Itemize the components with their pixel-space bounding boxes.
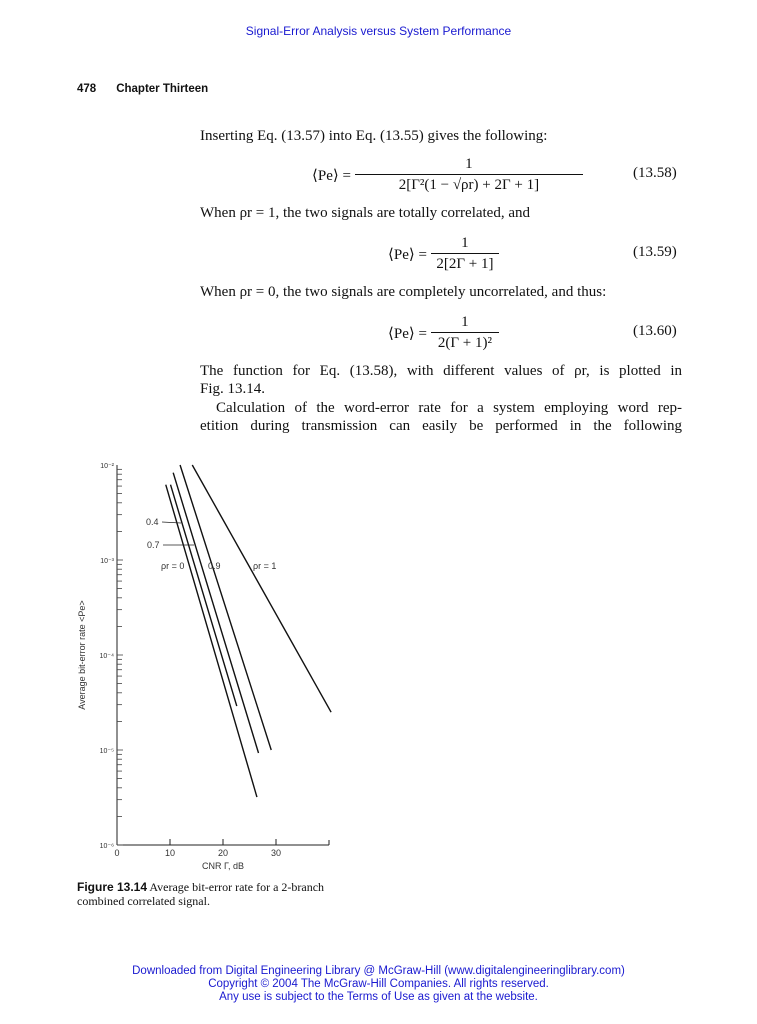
x-tick-label: 0 [114,848,119,858]
paragraph: When ρr = 0, the two signals are complet… [200,284,607,300]
chapter-title: Chapter Thirteen [116,83,209,95]
equation-number: (13.58) [633,165,677,181]
series-label-0.4: 0.4 [146,517,159,527]
y-tick-label: 10⁻⁶ [100,843,114,850]
footer-terms[interactable]: Any use is subject to the Terms of Use a… [219,991,538,1003]
series-label-1: ρr = 1 [253,561,276,571]
eq-numerator: 1 [430,235,499,254]
equation-13-58: ⟨Pe⟩ = 1 2[Γ²(1 − √ρr) + 2Γ + 1] [312,156,583,194]
caption-label: Figure 13.14 [77,880,148,894]
x-tick-label: 10 [165,848,175,858]
series-label-0: ρr = 0 [161,561,184,571]
eq-numerator: 1 [430,314,499,333]
paragraph-line: The function for Eq. (13.58), with diffe… [200,363,682,379]
equation-13-60: ⟨Pe⟩ = 1 2(Γ + 1)² [388,314,499,352]
series-line-0.7 [172,472,260,754]
y-tick-label: 10⁻⁵ [100,748,114,755]
figure-caption: Figure 13.14 Average bit-error rate for … [77,880,333,908]
eq-lhs: ⟨Pe⟩ = [312,167,351,184]
paragraph-intro: Inserting Eq. (13.57) into Eq. (13.55) g… [200,128,548,144]
equation-number: (13.59) [633,244,677,260]
y-tick-label: 10⁻³ [100,558,114,565]
eq-denominator: 2(Γ + 1)² [437,335,492,351]
page-header-title: Signal-Error Analysis versus System Perf… [245,24,512,38]
paragraph-line: Calculation of the word-error rate for a… [216,400,682,416]
eq-numerator: 1 [354,156,583,175]
series-line-r0 [165,484,258,798]
paragraph-line: Fig. 13.14. [200,381,266,397]
caption-text: Average bit-error rate for a 2-branch co… [77,880,325,908]
series-line-r1 [191,464,332,713]
bit-error-rate-chart: 10⁻² 10⁻³ 10⁻⁴ 10⁻⁵ 10⁻⁶0 10 20 30 ρr = 0 0.4 0.7… [77,463,332,871]
eq-denominator: 2[2Γ + 1] [436,256,494,272]
paragraph: When ρr = 1, the two signals are totally… [200,205,530,221]
page-number: 478 [77,83,97,95]
series-line-0.4 [169,484,238,707]
series-line-0.9 [179,464,272,751]
running-head: 478 Chapter Thirteen [77,83,228,95]
eq-lhs: ⟨Pe⟩ = [388,325,427,342]
y-axis-label: Average bit-error rate <Pe> [77,600,87,709]
y-tick-label: 10⁻² [100,463,114,470]
y-tick-label: 10⁻⁴ [100,653,115,660]
pointer-0.4 [161,521,182,524]
series-label-0.9: 0.9 [208,561,221,571]
x-tick-label: 30 [271,848,281,858]
paragraph-line: etition during transmission can easily b… [200,418,682,434]
eq-denominator: 2[Γ²(1 − √ρr) + 2Γ + 1] [398,177,540,193]
x-axis-label: CNR Γ, dB [202,861,244,871]
x-tick-label: 20 [218,848,228,858]
eq-lhs: ⟨Pe⟩ = [388,246,427,263]
equation-13-59: ⟨Pe⟩ = 1 2[2Γ + 1] [388,235,499,273]
series-label-0.7: 0.7 [147,540,160,550]
equation-number: (13.60) [633,323,677,339]
footer-download[interactable]: Downloaded from Digital Engineering Libr… [132,965,625,977]
footer-copyright: Copyright © 2004 The McGraw-Hill Compani… [208,978,549,990]
